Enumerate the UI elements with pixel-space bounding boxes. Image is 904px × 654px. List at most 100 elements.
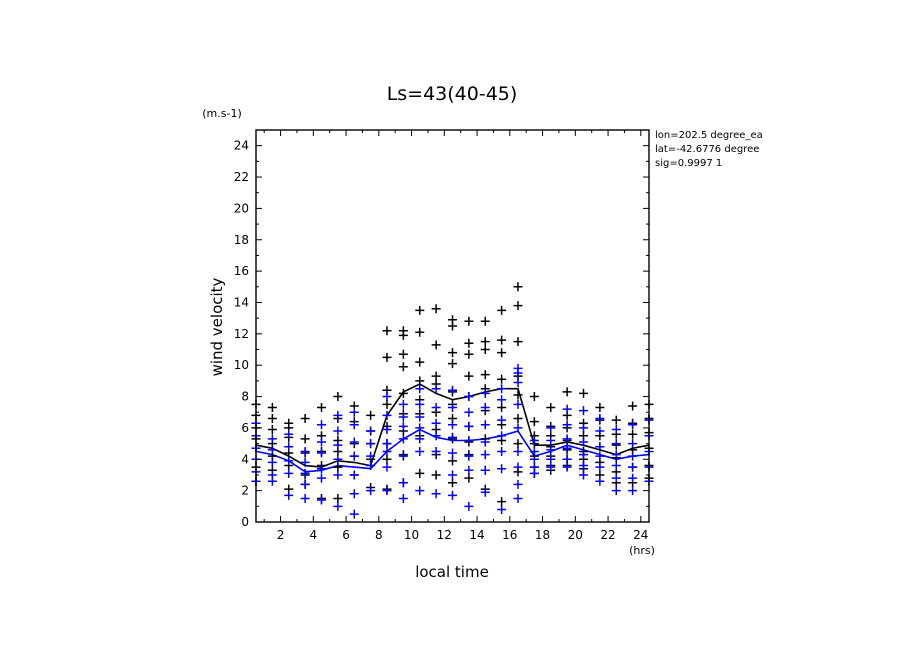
data-point-plus [317, 464, 326, 474]
axes: 2 4 6 8 10 12 14 16 18 20 22 2402468101214161820222… [234, 129, 649, 542]
data-point-plus [349, 509, 359, 519]
data-point-plus [464, 501, 474, 511]
data-point-plus [513, 282, 523, 292]
data-point-plus [267, 403, 277, 413]
data-point-plus [415, 399, 425, 409]
y-tick-label: 10 [234, 358, 249, 372]
data-point-plus [415, 446, 425, 456]
data-point-plus [480, 465, 490, 475]
x-tick-label: 6 [342, 528, 350, 542]
data-point-plus [546, 445, 556, 455]
data-point-plus [415, 423, 425, 433]
data-point-plus [628, 473, 638, 483]
data-point-plus [513, 446, 523, 456]
data-point-plus [448, 385, 457, 395]
data-point-plus [398, 434, 408, 444]
y-tick-label: 2 [241, 484, 249, 498]
data-point-plus [431, 489, 441, 499]
data-point-plus [398, 451, 408, 461]
data-point-plus [595, 462, 605, 472]
data-point-plus [464, 451, 474, 461]
data-point-plus [267, 445, 277, 455]
x-tick-label: 4 [309, 528, 317, 542]
data-point-plus [497, 335, 507, 345]
data-point-plus [317, 403, 326, 413]
data-point-plus [448, 420, 457, 430]
data-point-plus [382, 446, 392, 456]
data-point-plus [284, 442, 294, 452]
data-point-plus [513, 439, 523, 449]
x-tick-label: 24 [633, 528, 648, 542]
y-tick-label: 16 [234, 264, 249, 278]
data-point-plus [300, 479, 310, 489]
data-point-plus [382, 454, 392, 464]
data-point-plus [300, 434, 310, 444]
data-point-plus [448, 403, 457, 413]
data-point-plus [464, 338, 474, 348]
annotation-lat: lat=-42.6776 degree [655, 144, 759, 155]
annotation-sig: sig=0.9997 1 [655, 158, 722, 169]
data-point-plus [382, 462, 392, 472]
data-point-plus [562, 443, 572, 453]
data-point-plus [611, 473, 621, 483]
data-point-plus [611, 450, 621, 460]
data-point-plus [349, 407, 359, 417]
data-point-plus [398, 421, 408, 431]
data-point-plus [464, 465, 474, 475]
data-point-plus [267, 414, 277, 424]
data-point-plus [513, 399, 523, 409]
data-point-plus [333, 470, 343, 480]
data-point-plus [382, 410, 392, 420]
data-point-plus [300, 414, 310, 424]
data-point-plus [546, 454, 556, 464]
data-point-plus [366, 410, 376, 420]
data-point-plus [480, 337, 490, 347]
data-point-plus [415, 468, 425, 478]
data-point-plus [546, 423, 556, 433]
data-point-plus [300, 446, 310, 456]
data-point-plus [366, 486, 376, 496]
data-point-plus [628, 401, 638, 411]
data-point-plus [529, 435, 539, 445]
data-point-plus [480, 450, 490, 460]
data-point-plus [448, 490, 457, 500]
data-point-plus [497, 497, 507, 507]
data-point-plus [284, 456, 294, 466]
data-point-plus [611, 439, 621, 449]
data-point-plus [366, 451, 376, 461]
data-point-plus [431, 371, 441, 381]
data-point-plus [431, 304, 441, 314]
data-point-plus [513, 462, 523, 472]
data-point-plus [513, 390, 523, 400]
y-tick-label: 8 [241, 390, 249, 404]
plot-area [251, 282, 654, 519]
data-point-plus [611, 461, 621, 471]
data-point-plus [267, 424, 277, 434]
data-point-plus [415, 384, 425, 394]
data-point-plus [349, 437, 359, 447]
data-point-plus [513, 414, 523, 424]
data-point-plus [464, 316, 474, 326]
data-point-plus [628, 429, 638, 439]
y-tick-label: 6 [241, 421, 249, 435]
y-axis-unit: (m.s-1) [202, 107, 242, 120]
annotation-block: lon=202.5 degree_ea lat=-42.6776 degree … [655, 130, 763, 169]
data-point-plus [513, 479, 523, 489]
data-point-plus [480, 403, 490, 413]
data-point-plus [562, 404, 572, 414]
data-point-plus [529, 446, 539, 456]
data-point-plus [382, 326, 392, 336]
data-point-plus [333, 392, 343, 402]
data-point-plus [480, 388, 490, 398]
x-axis-unit: (hrs) [629, 544, 655, 557]
data-point-plus [579, 406, 588, 416]
data-point-plus [513, 368, 523, 378]
data-point-plus [398, 388, 408, 398]
data-point-plus [382, 399, 392, 409]
y-tick-label: 24 [234, 139, 249, 153]
data-point-plus [349, 489, 359, 499]
data-point-plus [579, 423, 588, 433]
data-point-plus [628, 420, 638, 430]
data-point-plus [415, 486, 425, 496]
